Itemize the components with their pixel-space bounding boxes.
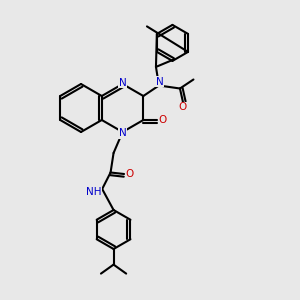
- Text: N: N: [156, 77, 164, 87]
- Text: O: O: [179, 102, 187, 112]
- Text: O: O: [125, 169, 134, 179]
- Text: NH: NH: [86, 187, 101, 197]
- Text: N: N: [119, 77, 126, 88]
- Text: N: N: [119, 128, 126, 139]
- Text: O: O: [158, 115, 166, 125]
